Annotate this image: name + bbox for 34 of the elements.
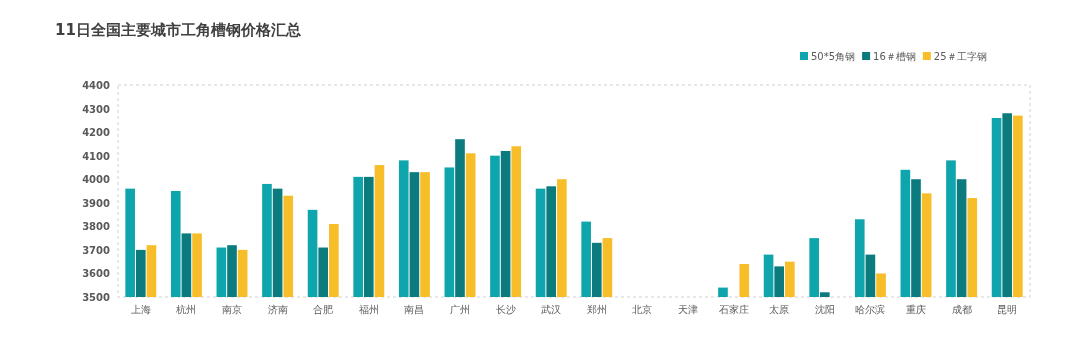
x-tick-label: 杭州: [175, 304, 197, 315]
legend-label: 50*5角钢: [811, 51, 856, 62]
x-tick-label: 福州: [358, 304, 379, 315]
y-tick-label: 4200: [82, 127, 111, 139]
x-tick-label: 南京: [222, 304, 242, 315]
y-tick-label: 3500: [82, 292, 111, 303]
legend-label: 16＃槽钢: [873, 51, 916, 62]
x-tick-label: 哈尔滨: [855, 304, 886, 315]
y-tick-label: 3700: [82, 244, 111, 256]
x-tick-label: 天津: [678, 304, 698, 315]
legend-label: 25＃工字钢: [933, 51, 987, 62]
y-tick-label: 3900: [82, 197, 111, 209]
y-tick-label: 4100: [82, 150, 111, 162]
x-tick-label: 重庆: [906, 304, 926, 315]
y-tick-label: 3600: [82, 268, 111, 280]
x-tick-label: 成都: [951, 304, 972, 315]
y-tick-label: 3800: [82, 221, 111, 233]
x-tick-label: 济南: [267, 304, 288, 315]
x-tick-label: 广州: [450, 304, 470, 315]
x-tick-label: 北京: [632, 304, 653, 315]
x-tick-label: 太原: [769, 304, 790, 315]
x-tick-label: 武汉: [541, 304, 562, 315]
x-tick-label: 昆明: [997, 304, 1018, 315]
y-tick-label: 4000: [82, 174, 111, 186]
x-tick-label: 石家庄: [718, 304, 749, 315]
y-tick-label: 4400: [82, 80, 111, 91]
x-tick-label: 长沙: [495, 304, 516, 315]
chart-title: 11日全国主要城市工角槽钢价格汇总: [55, 21, 301, 39]
x-tick-label: 南昌: [404, 304, 425, 315]
x-tick-label: 上海: [130, 304, 151, 315]
x-tick-label: 合肥: [313, 304, 334, 315]
y-tick-label: 4300: [82, 103, 111, 115]
x-tick-label: 沈阳: [814, 304, 835, 315]
x-tick-label: 郑州: [586, 304, 607, 315]
